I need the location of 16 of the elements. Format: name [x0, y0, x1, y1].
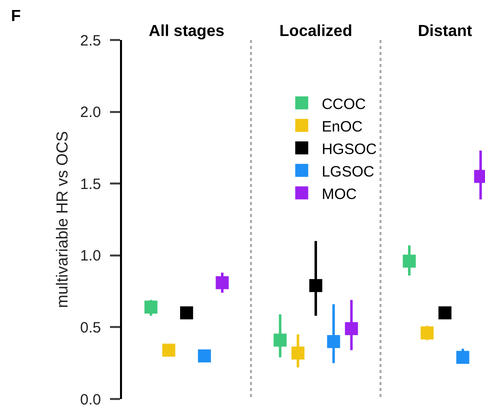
legend-label: MOC: [322, 186, 357, 203]
y-tick-label: 1.0: [80, 248, 101, 265]
y-tick-label: 0.5: [80, 319, 101, 336]
legend-label: EnOC: [322, 118, 363, 136]
y-axis-title: multivariable HR vs OCS: [54, 131, 72, 308]
chart-title: F: [11, 8, 21, 25]
y-tick-label: 2.0: [80, 104, 101, 122]
legend-label: LGSOC: [322, 163, 374, 180]
legend-label: CCOC: [322, 96, 366, 113]
x-tick-label: All stages: [148, 22, 224, 40]
x-tick-label: Localized: [279, 22, 352, 40]
y-tick-label: 2.5: [80, 32, 101, 50]
legend-label: HGSOC: [322, 140, 377, 158]
y-tick-label: 0.0: [80, 391, 101, 408]
y-tick-label: 1.5: [80, 176, 101, 193]
x-tick-label: Distant: [418, 22, 473, 40]
